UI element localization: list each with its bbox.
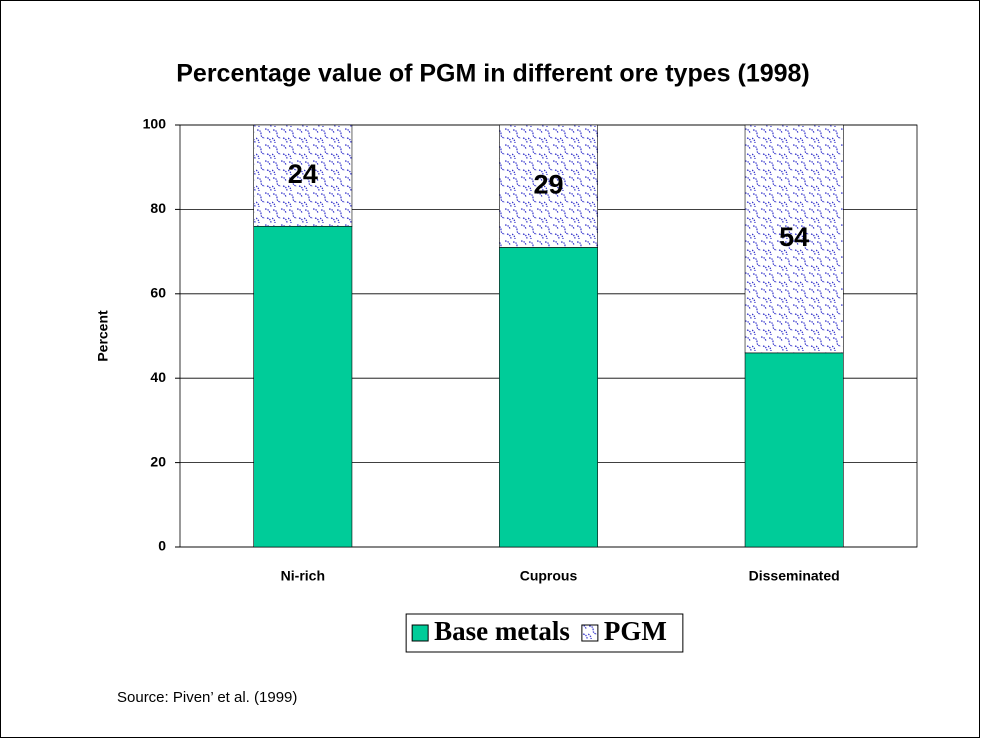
- data-label: 24: [288, 159, 318, 189]
- legend-label: PGM: [604, 616, 667, 646]
- legend: Base metals PGM: [405, 613, 684, 653]
- legend-frame: [405, 613, 684, 653]
- bar-segment: [253, 124, 353, 227]
- chart-title: Percentage value of PGM in different ore…: [176, 60, 810, 88]
- y-tick-label: 20: [150, 453, 166, 469]
- source-note: Source: Piven’ et al. (1999): [117, 689, 297, 706]
- bar-segment: [744, 352, 844, 548]
- y-tick-label: 100: [143, 116, 167, 132]
- y-tick-label: 40: [150, 369, 166, 385]
- bar-segment: [253, 225, 353, 548]
- bar-segment: [744, 124, 844, 354]
- legend-label: Base metals: [434, 616, 570, 646]
- bar-segment: [499, 247, 598, 548]
- x-tick-label: Disseminated: [749, 568, 840, 584]
- y-axis-label: Percent: [95, 310, 111, 362]
- x-tick-label: Cuprous: [520, 568, 578, 584]
- y-tick-label: 80: [150, 200, 166, 216]
- y-tick-label: 0: [158, 538, 166, 554]
- legend-swatch: [581, 624, 599, 642]
- legend-swatch: [411, 624, 429, 642]
- data-label: 54: [779, 222, 809, 252]
- x-tick-label: Ni-rich: [281, 568, 325, 584]
- bar-segment: [499, 124, 598, 248]
- y-tick-label: 60: [150, 285, 166, 301]
- data-label: 29: [533, 169, 563, 199]
